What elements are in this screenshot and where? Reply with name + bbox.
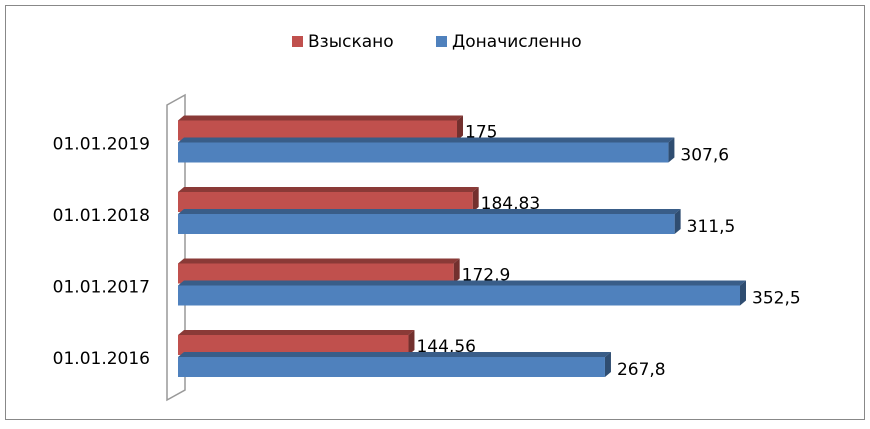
bar-front xyxy=(178,357,605,377)
y-tick-label: 01.01.2018 xyxy=(53,206,150,226)
bar-side xyxy=(408,330,415,355)
bar-top xyxy=(178,209,681,214)
bar-front xyxy=(178,120,458,141)
legend-label: Доначисленно xyxy=(452,32,582,52)
legend-swatch xyxy=(292,36,303,47)
bar-top xyxy=(178,137,675,143)
bar-front xyxy=(178,263,454,284)
bar-side xyxy=(472,187,479,212)
y-tick-label: 01.01.2019 xyxy=(53,135,150,155)
bar xyxy=(178,187,479,212)
back-wall xyxy=(166,93,186,402)
data-label: 352,5 xyxy=(752,289,801,309)
legend-swatch xyxy=(436,36,447,47)
data-label: 307,6 xyxy=(680,146,729,166)
bar xyxy=(178,330,415,355)
legend-label: Взыскано xyxy=(308,32,394,52)
bar xyxy=(178,352,611,377)
bar xyxy=(178,280,746,306)
bar-top xyxy=(178,115,464,121)
bar-front xyxy=(178,214,675,234)
data-label: 267,8 xyxy=(617,360,666,380)
bar xyxy=(178,137,675,163)
bar-top xyxy=(178,258,460,264)
bar-side xyxy=(604,352,611,377)
y-tick-label: 01.01.2016 xyxy=(53,349,150,369)
bar-side xyxy=(668,137,675,163)
data-label: 311,5 xyxy=(687,217,736,237)
bar-front xyxy=(178,335,409,355)
bar-front xyxy=(178,192,473,212)
bar-side xyxy=(453,258,460,284)
bar-top xyxy=(178,352,611,357)
bar xyxy=(178,258,460,284)
bar xyxy=(178,209,681,234)
bar-top xyxy=(178,330,415,335)
bar-side xyxy=(457,115,464,141)
bar-side xyxy=(674,209,681,234)
bar-top xyxy=(178,187,479,192)
bar-front xyxy=(178,285,740,306)
bar-side xyxy=(740,280,746,306)
bar xyxy=(178,115,464,141)
bar-top xyxy=(178,280,746,286)
bar-front xyxy=(178,142,669,163)
y-tick-label: 01.01.2017 xyxy=(53,278,150,298)
